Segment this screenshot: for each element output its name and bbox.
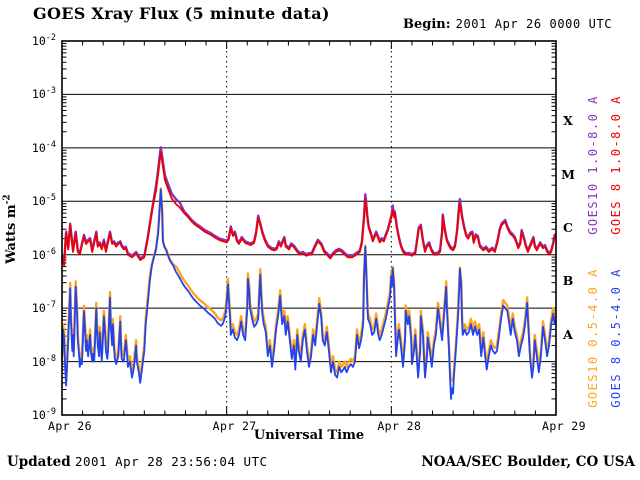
- legend-item: GOES 8 0.5-4.0 A: [541, 268, 640, 408]
- y-tick-label: 10-9: [31, 407, 56, 422]
- x-tick-label: Apr 29: [542, 419, 586, 433]
- plot-frame: [61, 40, 557, 416]
- y-tick-label: 10-8: [31, 353, 56, 369]
- y-tick-label: 10-6: [31, 246, 56, 262]
- begin-label: Begin:: [403, 17, 451, 32]
- updated-value: 2001 Apr 28 23:56:04 UTC: [74, 454, 268, 469]
- flare-class-X: X: [563, 113, 573, 129]
- y-tick-label: 10-7: [31, 300, 56, 315]
- y-tick-label: 10-5: [31, 193, 56, 209]
- begin-value: 2001 Apr 26 0000 UTC: [455, 17, 613, 31]
- x-tick-label: Apr 28: [377, 419, 422, 433]
- y-axis-title: Watts m-2: [2, 194, 20, 264]
- flare-class-C: C: [563, 220, 573, 235]
- x-tick-label: Apr 27: [212, 419, 257, 433]
- y-tick-label: 10-4: [31, 139, 56, 155]
- series-goes8_short: [61, 188, 557, 400]
- updated-label: Updated: [7, 454, 71, 470]
- legend-item: GOES 8 1.0-8.0 A: [541, 95, 640, 235]
- page-title: GOES Xray Flux (5 minute data): [33, 4, 330, 23]
- y-tick-label: 10-3: [31, 86, 56, 102]
- updated-line: Updated 2001 Apr 28 23:56:04 UTC: [7, 454, 268, 470]
- flare-class-M: M: [561, 166, 575, 182]
- legend-label: GOES 8 1.0-8.0 A: [609, 95, 623, 235]
- x-tick-label: Apr 26: [48, 419, 92, 433]
- legend-label: GOES 8 0.5-4.0 A: [609, 268, 623, 408]
- y-tick-label: 10-2: [31, 33, 56, 48]
- flare-class-A: A: [563, 326, 573, 342]
- series-goes10_long: [60, 146, 557, 265]
- source-credit: NOAA/SEC Boulder, CO USA: [421, 454, 635, 470]
- begin-line: Begin: 2001 Apr 26 0000 UTC: [403, 13, 612, 32]
- series-goes8_long: [61, 151, 557, 267]
- flare-class-B: B: [562, 273, 574, 289]
- x-axis-title: Universal Time: [253, 428, 365, 443]
